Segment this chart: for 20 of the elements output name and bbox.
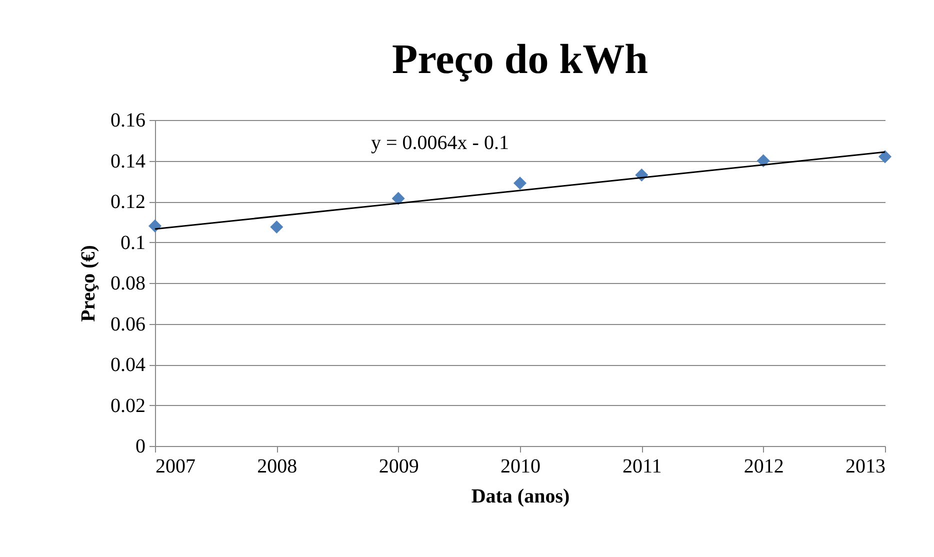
x-tick-label: 2008 <box>257 456 298 478</box>
x-tick-label: 2010 <box>500 456 540 478</box>
x-tick-label: 2009 <box>378 456 419 478</box>
x-tick-label: 2013 <box>846 456 886 478</box>
y-tick-label: 0.16 <box>110 110 146 132</box>
x-axis-title: Data (anos) <box>471 486 570 508</box>
chart-title: Preço do kWh <box>392 37 648 83</box>
y-tick-label: 0.04 <box>110 354 146 376</box>
y-tick-label: 0.02 <box>110 394 146 417</box>
y-tick-label: 0.1 <box>120 232 146 254</box>
annotation: y = 0.0064x - 0.1 <box>371 132 509 154</box>
y-tick-label: 0.06 <box>110 313 146 336</box>
x-tick-label: 2011 <box>622 456 662 478</box>
y-tick-label: 0.12 <box>110 191 146 213</box>
y-tick-label: 0.08 <box>110 272 146 294</box>
x-tick-label: 2007 <box>156 456 196 478</box>
y-tick-label: 0.14 <box>110 150 146 172</box>
y-axis-title: Preço (€) <box>78 245 100 322</box>
x-tick-label: 2012 <box>744 456 784 478</box>
y-tick-label: 0 <box>136 436 146 458</box>
